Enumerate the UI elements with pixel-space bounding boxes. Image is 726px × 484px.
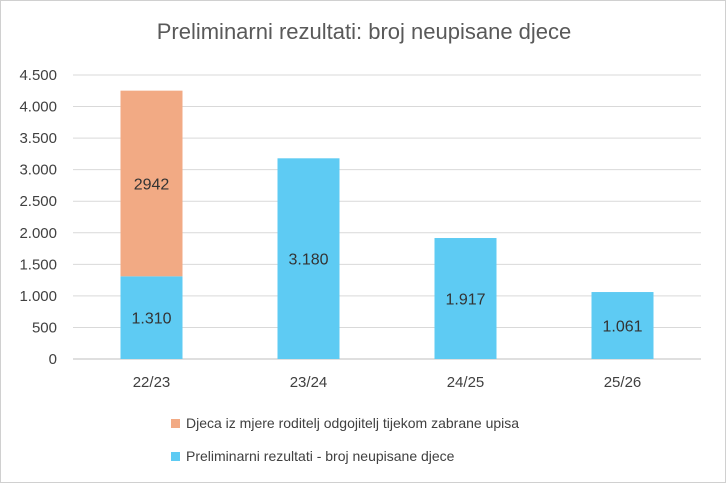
data-label: 1.917: [445, 292, 485, 309]
x-tick-label: 25/26: [604, 374, 642, 391]
bar-roditelj-22/23: [120, 90, 183, 277]
bar-neupisane-22/23: [120, 276, 183, 359]
y-tick-label: 0: [49, 351, 57, 368]
y-tick-label: 4.000: [19, 99, 57, 116]
y-tick-label: 1.500: [19, 256, 57, 273]
legend-item-neupisane-djece: Preliminarni rezultati - broj neupisane …: [171, 446, 519, 466]
data-labels: 1.310 2942 3.180 1.917 1.061: [131, 176, 642, 335]
bar-neupisane-24/25: [434, 238, 497, 359]
bars: [120, 90, 654, 359]
data-label: 1.310: [131, 311, 171, 328]
y-tick-label: 2.000: [19, 225, 57, 242]
x-tick-label: 24/25: [447, 374, 485, 391]
x-axis-ticks: 22/23 23/24 24/25 25/26: [133, 374, 642, 391]
y-tick-label: 2.500: [19, 193, 57, 210]
legend: Djeca iz mjere roditelj odgojitelj tijek…: [171, 413, 519, 479]
y-tick-label: 500: [32, 319, 57, 336]
bar-neupisane-23/24: [277, 158, 340, 359]
chart-title: Preliminarni rezultati: broj neupisane d…: [156, 19, 572, 44]
y-tick-label: 3.500: [19, 130, 57, 147]
y-tick-label: 1.000: [19, 288, 57, 305]
legend-label-roditelj-odgojitelj: Djeca iz mjere roditelj odgojitelj tijek…: [186, 415, 520, 431]
bar-neupisane-25/26: [591, 292, 654, 359]
y-tick-label: 4.500: [19, 67, 57, 84]
data-label: 3.180: [288, 252, 328, 269]
legend-label-neupisane-djece: Preliminarni rezultati - broj neupisane …: [186, 448, 455, 464]
legend-item-roditelj-odgojitelj: Djeca iz mjere roditelj odgojitelj tijek…: [171, 413, 519, 433]
legend-swatch-blue: [171, 451, 180, 461]
data-label: 1.061: [602, 319, 642, 336]
y-tick-label: 3.000: [19, 162, 57, 179]
x-tick-label: 23/24: [290, 374, 328, 391]
data-label: 2942: [134, 176, 170, 193]
y-axis-ticks: 0 500 1.000 1.500 2.000 2.500 3.000 3.500 4.000 4…: [19, 67, 57, 368]
x-tick-label: 22/23: [133, 374, 171, 391]
legend-swatch-orange: [171, 418, 180, 428]
